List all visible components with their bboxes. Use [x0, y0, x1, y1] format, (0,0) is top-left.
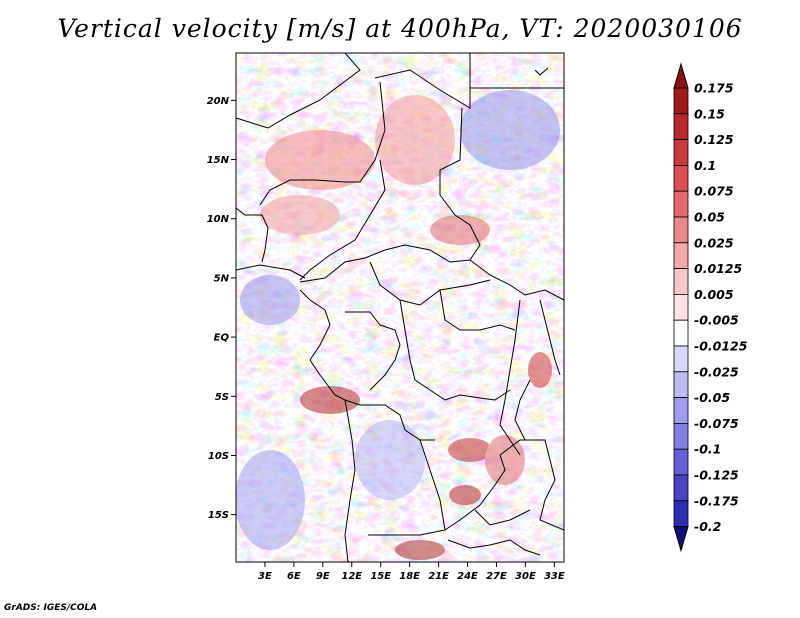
colorbar-level-label: 0.075 [694, 184, 734, 199]
lon-tick-label: 30E [515, 571, 536, 582]
colorbar-level-label: 0.125 [694, 132, 734, 147]
colorbar-level-label: 0.1 [694, 158, 716, 173]
colorbar-segment [673, 216, 689, 244]
lat-tick-label: 5S [215, 392, 229, 403]
lat-tick-label: 10S [208, 451, 229, 462]
lat-tick-label: 15S [208, 510, 229, 521]
lon-tick-label: 33E [544, 571, 565, 582]
lon-tick-label: 12E [341, 571, 362, 582]
colorbar-top-cap [673, 62, 689, 89]
colorbar-segment [673, 500, 689, 527]
descent-patches [236, 90, 560, 550]
grads-credit: GrADS: IGES/COLA [4, 603, 98, 613]
colorbar-level-label: -0.2 [694, 519, 721, 534]
colorbar-level-label: 0.175 [694, 81, 734, 96]
map-frame [235, 52, 565, 563]
colorbar-level-label: 0.0125 [694, 261, 743, 276]
colorbar-segment [673, 87, 689, 115]
lon-tick-label: 3E [258, 571, 272, 582]
lat-tick-label: 15N [207, 155, 230, 166]
colorbar-level-label: -0.075 [694, 416, 739, 431]
colorbar-segment [673, 139, 689, 166]
lon-tick-label: 27E [486, 571, 507, 582]
colorbar-level-label: -0.05 [694, 390, 730, 405]
colorbar-level-label: 0.005 [694, 287, 734, 302]
colorbar-level-label: -0.005 [694, 313, 739, 328]
colorbar-level-label: -0.0125 [694, 339, 748, 354]
colorbar-level-label: -0.025 [694, 364, 739, 379]
colorbar-segment [673, 345, 689, 373]
lon-tick-label: 21E [428, 571, 449, 582]
latitude-axis: 20N 15N 10N 5N EQ 5S 10S 15S [207, 96, 236, 521]
chart-title: Vertical velocity [m/s] at 400hPa, VT: 2… [57, 14, 743, 43]
colorbar-level-label: -0.125 [694, 468, 739, 483]
lon-tick-label: 24E [457, 571, 478, 582]
lon-tick-label: 6E [287, 571, 301, 582]
colorbar-segment [673, 371, 689, 398]
longitude-axis: 3E 6E 9E 12E 15E 18E 21E 24E 27E 30E 33E [258, 562, 565, 582]
colorbar-segment [673, 397, 689, 424]
lon-tick-label: 18E [399, 571, 420, 582]
colorbar-level-label: 0.15 [694, 106, 725, 121]
lat-tick-label: 10N [207, 214, 230, 225]
colorbar-segment [673, 164, 689, 192]
colorbar-level-label: 0.025 [694, 235, 734, 250]
lat-tick-label: 20N [207, 96, 230, 107]
lat-tick-label: 5N [214, 273, 230, 284]
colorbar-segment [673, 268, 689, 295]
colorbar-level-label: 0.05 [694, 210, 725, 225]
colorbar-segment [673, 113, 689, 141]
colorbar: 0.175 0.15 0.125 0.1 0.075 0.05 0.025 0.0125 0.0… [673, 62, 748, 553]
colorbar-segment [673, 422, 689, 450]
colorbar-segment [673, 448, 689, 476]
country-borders [236, 53, 564, 562]
colorbar-level-label: -0.175 [694, 493, 739, 508]
colorbar-segment [673, 293, 689, 321]
map-area [236, 53, 564, 562]
lon-tick-label: 15E [370, 571, 391, 582]
colorbar-segment [673, 319, 689, 347]
lat-tick-label: EQ [214, 333, 230, 344]
colorbar-segment [673, 190, 689, 218]
colorbar-segment [673, 242, 689, 270]
lon-tick-label: 9E [316, 571, 330, 582]
colorbar-level-label: -0.1 [694, 442, 721, 457]
colorbar-segment [673, 474, 689, 502]
colorbar-bottom-cap [673, 526, 689, 553]
